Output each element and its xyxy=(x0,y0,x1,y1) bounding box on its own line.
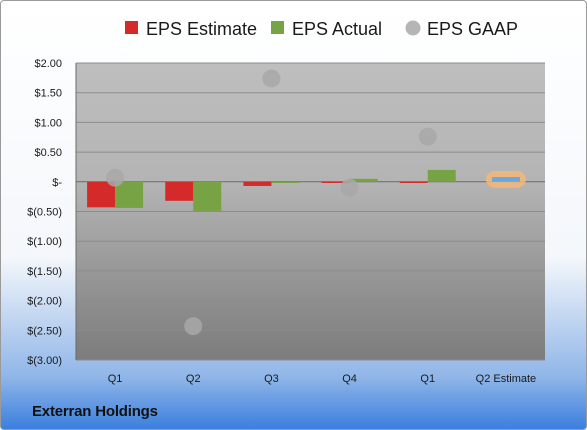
eps-gaap-point xyxy=(106,168,125,187)
eps-actual-bar xyxy=(115,181,144,208)
eps-gaap-point xyxy=(418,127,437,146)
legend: EPS Estimate EPS Actual EPS GAAP xyxy=(125,19,518,39)
eps-estimate-bar xyxy=(243,181,272,186)
x-tick-label: Q3 xyxy=(264,373,279,385)
x-tick-label: Q2 Estimate xyxy=(476,373,537,385)
y-tick-label: $1.00 xyxy=(34,117,62,129)
x-tick-label: Q1 xyxy=(108,373,123,385)
y-tick-label: $0.50 xyxy=(34,147,62,159)
gaap-points xyxy=(106,69,437,336)
legend-swatch xyxy=(405,20,421,36)
x-tick-label: Q1 xyxy=(420,373,435,385)
legend-label: EPS GAAP xyxy=(427,19,518,39)
gridlines xyxy=(75,62,545,361)
bars xyxy=(87,169,526,211)
legend-swatch xyxy=(125,21,138,34)
eps-gaap-point xyxy=(340,178,359,197)
y-tick-label: $(2.00) xyxy=(27,296,62,308)
eps-gaap-point xyxy=(262,69,281,88)
eps-gaap-point xyxy=(184,317,203,336)
legend-label: EPS Actual xyxy=(292,19,382,39)
y-tick-label: $2.00 xyxy=(34,58,62,70)
eps-estimate-bar xyxy=(399,181,428,183)
eps-actual-bar xyxy=(193,181,222,211)
y-tick-label: $(1.00) xyxy=(27,236,62,248)
y-tick-label: $(2.50) xyxy=(27,325,62,337)
eps-estimate-bar xyxy=(87,181,116,208)
legend-swatch xyxy=(271,21,284,34)
y-tick-label: $(1.50) xyxy=(27,266,62,278)
eps-actual-bar xyxy=(271,181,300,183)
eps-estimate-bar xyxy=(321,181,350,183)
y-tick-label: $- xyxy=(52,177,62,189)
eps-estimate-bar xyxy=(165,181,194,201)
x-axis-ticks: Q1 Q2 Q3 Q4 Q1 Q2 Estimate xyxy=(108,373,536,385)
y-tick-label: $(3.00) xyxy=(27,355,62,367)
legend-label: EPS Estimate xyxy=(146,19,257,39)
company-name: Exterran Holdings xyxy=(32,403,158,420)
q2-estimate-bar xyxy=(491,177,520,182)
y-axis-ticks: $2.00 $1.50 $1.00 $0.50 $- $(0.50) $(1.00) $(1.… xyxy=(27,58,62,367)
eps-actual-bar xyxy=(427,169,456,182)
y-tick-label: $(0.50) xyxy=(27,207,62,219)
eps-actual-bar xyxy=(349,178,378,182)
x-tick-label: Q4 xyxy=(342,373,357,385)
x-tick-label: Q2 xyxy=(186,373,201,385)
y-tick-label: $1.50 xyxy=(34,88,62,100)
